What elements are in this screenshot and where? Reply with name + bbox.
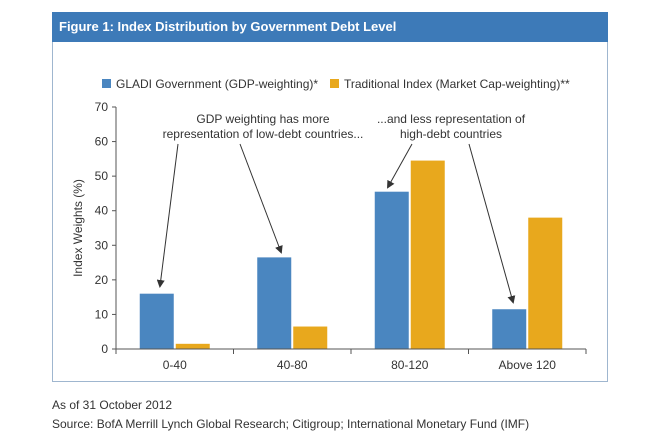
bar — [293, 326, 328, 349]
y-tick-label: 40 — [95, 204, 109, 218]
legend-swatch — [330, 79, 339, 88]
annotation-arrow — [468, 143, 516, 304]
x-tick-label: 0-40 — [163, 358, 187, 372]
y-tick-label: 10 — [95, 307, 109, 321]
bar — [175, 343, 210, 349]
y-axis-label: Index Weights (%) — [71, 179, 85, 277]
legend-label: GLADI Government (GDP-weighting)* — [116, 77, 318, 91]
y-tick-label: 30 — [95, 238, 109, 252]
bar — [410, 160, 445, 349]
chart-panel — [52, 42, 608, 382]
bar — [257, 257, 292, 349]
y-tick-label: 50 — [95, 169, 109, 183]
bars — [139, 160, 563, 349]
annotation-right-line1: ...and less representation of — [377, 112, 526, 126]
y-tick-label: 20 — [95, 273, 109, 287]
x-tick-label: Above 120 — [499, 358, 557, 372]
y-tick-label: 70 — [95, 100, 109, 114]
bar — [374, 191, 409, 349]
y-tick-label: 60 — [95, 135, 109, 149]
bar — [139, 293, 174, 349]
annotation-right-line2: high-debt countries — [400, 127, 502, 141]
bar-chart: GLADI Government (GDP-weighting)* Traditi… — [71, 77, 587, 372]
x-tick-label: 80-120 — [391, 358, 429, 372]
y-tick-label: 0 — [101, 342, 108, 356]
source-note: Source: BofA Merrill Lynch Global Resear… — [52, 417, 530, 431]
legend-label: Traditional Index (Market Cap-weighting)… — [344, 77, 570, 91]
as-of-note: As of 31 October 2012 — [52, 398, 173, 412]
x-axis: 0-40 40-80 80-120 Above 120 — [115, 348, 587, 372]
annotation-left-line2: representation of low-debt countries... — [163, 127, 364, 141]
legend-swatch — [102, 79, 111, 88]
x-tick-label: 40-80 — [277, 358, 308, 372]
bar — [528, 217, 563, 349]
y-axis: 0 10 20 30 40 50 60 70 Index Weights (%) — [71, 100, 117, 356]
annotation-arrow — [156, 143, 179, 288]
legend: GLADI Government (GDP-weighting)* Traditi… — [102, 77, 570, 91]
annotation-arrow — [239, 143, 283, 254]
bar — [492, 309, 527, 349]
annotation-left-line1: GDP weighting has more — [196, 112, 330, 126]
figure-title: Figure 1: Index Distribution by Governme… — [52, 12, 608, 42]
annotation-arrow — [387, 143, 413, 189]
